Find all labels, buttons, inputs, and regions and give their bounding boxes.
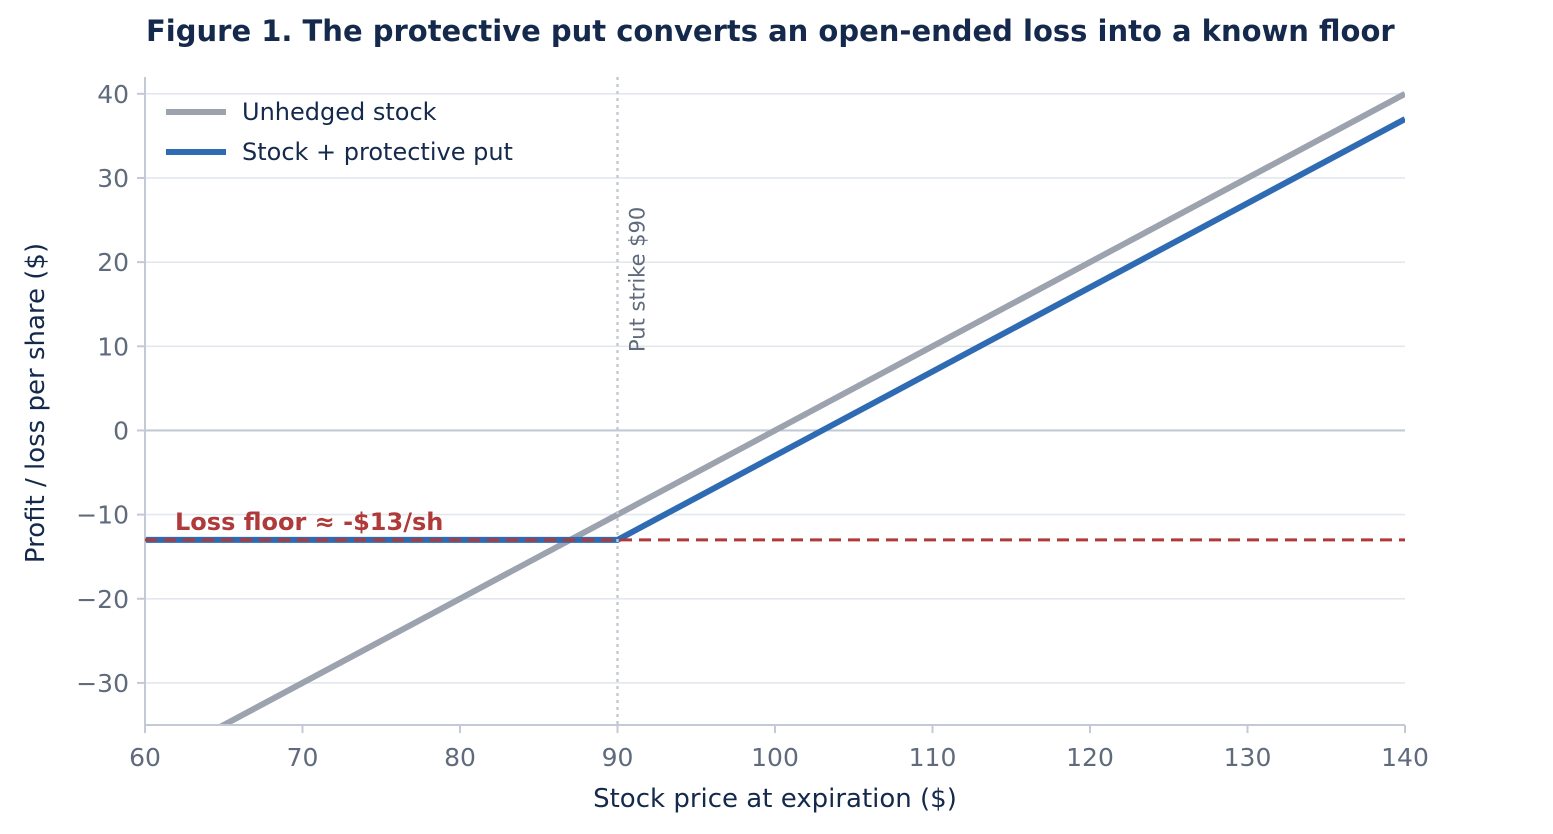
x-tick-label: 60 (129, 743, 161, 772)
chart-title: Figure 1. The protective put converts an… (146, 14, 1395, 48)
x-tick-label: 70 (287, 743, 319, 772)
grid-layer (145, 93, 1405, 684)
y-tick-label: −30 (76, 669, 129, 698)
y-tick-label: 0 (113, 416, 129, 445)
x-tick-label: 120 (1066, 743, 1114, 772)
y-tick-label: 20 (97, 248, 129, 277)
label-layer: 60 70 80 90 100 110 120 130 140 −30 −20 −10 0 10 20 30 4… (21, 80, 1429, 814)
x-tick-label: 130 (1224, 743, 1272, 772)
axis-layer (137, 77, 1406, 733)
legend-label: Unhedged stock (242, 98, 437, 126)
protective-put-line (145, 116, 1405, 543)
x-axis-label: Stock price at expiration ($) (593, 784, 957, 814)
y-tick-label: 30 (97, 164, 129, 193)
x-tick-label: 110 (909, 743, 957, 772)
y-tick-label: 10 (97, 332, 129, 361)
strike-label: Put strike $90 (626, 207, 650, 352)
x-tick-label: 140 (1381, 743, 1429, 772)
y-tick-label: 40 (97, 80, 129, 109)
legend: Unhedged stock Stock + protective put (166, 98, 513, 166)
y-tick-label: −10 (76, 501, 129, 530)
legend-label: Stock + protective put (242, 138, 513, 166)
unhedged-stock-line (217, 91, 1405, 725)
x-tick-label: 100 (751, 743, 799, 772)
y-axis-label: Profit / loss per share ($) (21, 243, 51, 563)
x-tick-label: 80 (444, 743, 476, 772)
loss-floor-label: Loss floor ≈ -$13/sh (175, 508, 443, 536)
reference-layer (145, 77, 1405, 725)
x-tick-label: 90 (602, 743, 634, 772)
y-tick-label: −20 (76, 585, 129, 614)
